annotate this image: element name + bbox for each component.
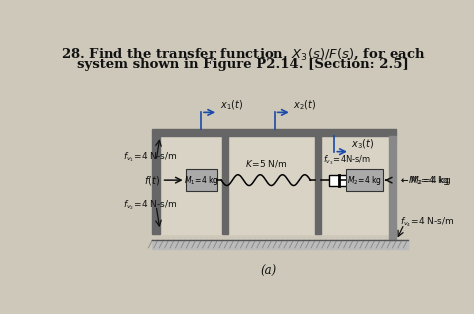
Text: $f_{v_2}\!=\!4\ \mathrm{N\text{-}s/m}$: $f_{v_2}\!=\!4\ \mathrm{N\text{-}s/m}$ bbox=[123, 199, 177, 212]
Bar bbox=[346, 169, 383, 191]
Text: $f_{v_4}\!=\!4\ \mathrm{N\text{-}s/m}$: $f_{v_4}\!=\!4\ \mathrm{N\text{-}s/m}$ bbox=[400, 216, 455, 229]
Bar bbox=[315, 136, 321, 234]
Text: $M_2\!=\!4\ \mathrm{kg}$: $M_2\!=\!4\ \mathrm{kg}$ bbox=[347, 174, 382, 187]
Text: 28. Find the transfer function, $X_3(s)/F(s)$, for each: 28. Find the transfer function, $X_3(s)/… bbox=[61, 47, 425, 62]
Bar bbox=[186, 169, 217, 191]
Bar bbox=[152, 136, 160, 234]
Bar bbox=[152, 128, 396, 136]
Bar bbox=[222, 136, 228, 234]
Text: (a): (a) bbox=[260, 265, 277, 278]
Text: $f(t)$: $f(t)$ bbox=[144, 174, 160, 187]
Text: $M_1\!=\!4\ \mathrm{kg}$: $M_1\!=\!4\ \mathrm{kg}$ bbox=[183, 174, 219, 187]
Bar bbox=[152, 240, 408, 249]
Text: $x_3(t)$: $x_3(t)$ bbox=[351, 137, 374, 151]
Bar bbox=[329, 175, 348, 186]
Text: $K\!=\!5\ \mathrm{N/m}$: $K\!=\!5\ \mathrm{N/m}$ bbox=[245, 158, 287, 169]
Text: $f_{v_1}\!=\!4\ \mathrm{N\text{-}s/m}$: $f_{v_1}\!=\!4\ \mathrm{N\text{-}s/m}$ bbox=[123, 150, 177, 164]
Text: $\leftarrow M_2\!=\!4\ \mathrm{kg}$: $\leftarrow M_2\!=\!4\ \mathrm{kg}$ bbox=[399, 174, 451, 187]
Text: $x_1(t)$: $x_1(t)$ bbox=[219, 98, 243, 111]
Bar bbox=[160, 136, 389, 234]
Bar bbox=[389, 136, 396, 240]
Text: system shown in Figure P2.14. [Section: 2.5]: system shown in Figure P2.14. [Section: … bbox=[77, 58, 409, 72]
Text: $x_2(t)$: $x_2(t)$ bbox=[293, 98, 317, 111]
Text: $\leftarrow\! M_2\!=\!4\ \mathrm{kg}$: $\leftarrow\! M_2\!=\!4\ \mathrm{kg}$ bbox=[399, 174, 449, 187]
Text: $f_{v_3}\!=\!4\mathrm{N\text{-}s/m}$: $f_{v_3}\!=\!4\mathrm{N\text{-}s/m}$ bbox=[323, 154, 371, 167]
